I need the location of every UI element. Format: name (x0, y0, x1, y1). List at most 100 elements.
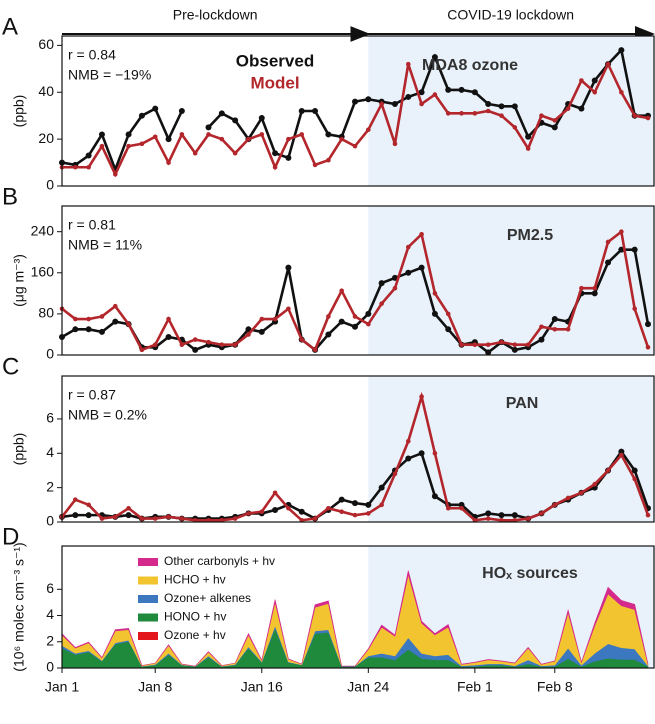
annotation: r = 0.81 (68, 217, 116, 233)
point (326, 314, 331, 319)
point (139, 347, 145, 353)
point (112, 514, 118, 520)
point (165, 334, 172, 341)
point (339, 288, 344, 294)
point (565, 106, 571, 111)
point (99, 516, 105, 521)
point (272, 150, 279, 157)
panel-frame (61, 375, 655, 523)
legend-label: Other carbonyls + hv (164, 554, 275, 568)
point (126, 143, 131, 149)
point (592, 285, 598, 291)
point (499, 113, 504, 118)
point (232, 117, 239, 124)
point (365, 310, 372, 317)
annotation: NMB = 11% (68, 237, 142, 253)
point (365, 96, 372, 103)
point (512, 342, 518, 348)
point (73, 497, 78, 502)
point (219, 136, 225, 142)
point (272, 490, 278, 496)
point (99, 314, 105, 319)
point (459, 505, 464, 511)
point (645, 115, 651, 121)
legend-label: HONO + hv (164, 610, 226, 624)
annotation: r = 0.84 (68, 47, 116, 63)
point (419, 231, 424, 237)
y-tick-label: 240 (31, 222, 55, 238)
point (258, 115, 265, 122)
point (405, 455, 412, 462)
x-tick-label: Jan 1 (45, 679, 79, 695)
point (166, 160, 171, 165)
legend-label: Ozone+ alkenes (164, 591, 251, 605)
point (592, 481, 598, 487)
point (539, 113, 544, 118)
point (73, 164, 78, 170)
point (272, 316, 278, 322)
point (138, 112, 145, 119)
point (525, 342, 531, 348)
point (392, 285, 398, 291)
lockdown-shade (368, 376, 655, 522)
point (632, 113, 637, 118)
point (338, 318, 345, 325)
legend-label: HCHO + hv (164, 573, 226, 587)
point (498, 512, 505, 519)
point (352, 323, 358, 330)
point (312, 108, 319, 114)
point (605, 61, 611, 67)
point (431, 310, 438, 317)
point (632, 306, 637, 312)
point (219, 342, 225, 348)
y-tick-label: 20 (38, 130, 54, 146)
y-tick-label: 4 (46, 606, 54, 622)
panel-label: B (2, 183, 18, 210)
y-tick-label: 40 (38, 83, 54, 99)
point (631, 467, 638, 474)
point (205, 124, 212, 131)
point (338, 496, 345, 503)
point (485, 349, 492, 356)
point (192, 150, 198, 156)
point (299, 132, 305, 137)
panel-label: D (2, 523, 19, 550)
point (179, 516, 185, 521)
point (352, 500, 358, 507)
point (525, 516, 531, 521)
y-tick-label: 2 (46, 478, 54, 494)
legend-swatch (138, 632, 158, 640)
point (539, 511, 544, 516)
point (419, 394, 424, 399)
point (126, 321, 131, 327)
point (112, 303, 118, 309)
y-tick-label: 160 (31, 263, 55, 279)
point (512, 125, 518, 130)
point (485, 516, 491, 521)
point (432, 450, 438, 456)
point (73, 316, 78, 322)
y-tick-label: 80 (38, 305, 54, 321)
point (445, 311, 451, 317)
legend-swatch (138, 558, 158, 566)
point (458, 86, 465, 93)
point (98, 328, 105, 335)
point (592, 89, 598, 95)
point (565, 495, 571, 501)
point (445, 86, 452, 93)
point (645, 321, 651, 328)
area (61, 570, 649, 667)
y-axis-label: (μg m⁻³) (11, 254, 27, 307)
panel-label: C (2, 353, 19, 380)
point (525, 133, 532, 140)
point (472, 111, 478, 116)
point (418, 450, 425, 457)
point (418, 89, 425, 96)
point (432, 92, 438, 97)
point (339, 136, 344, 142)
point (538, 336, 545, 343)
annotation: NMB = 0.2% (68, 407, 147, 423)
point (258, 328, 265, 335)
point (139, 141, 145, 147)
legend-swatch (138, 595, 158, 603)
